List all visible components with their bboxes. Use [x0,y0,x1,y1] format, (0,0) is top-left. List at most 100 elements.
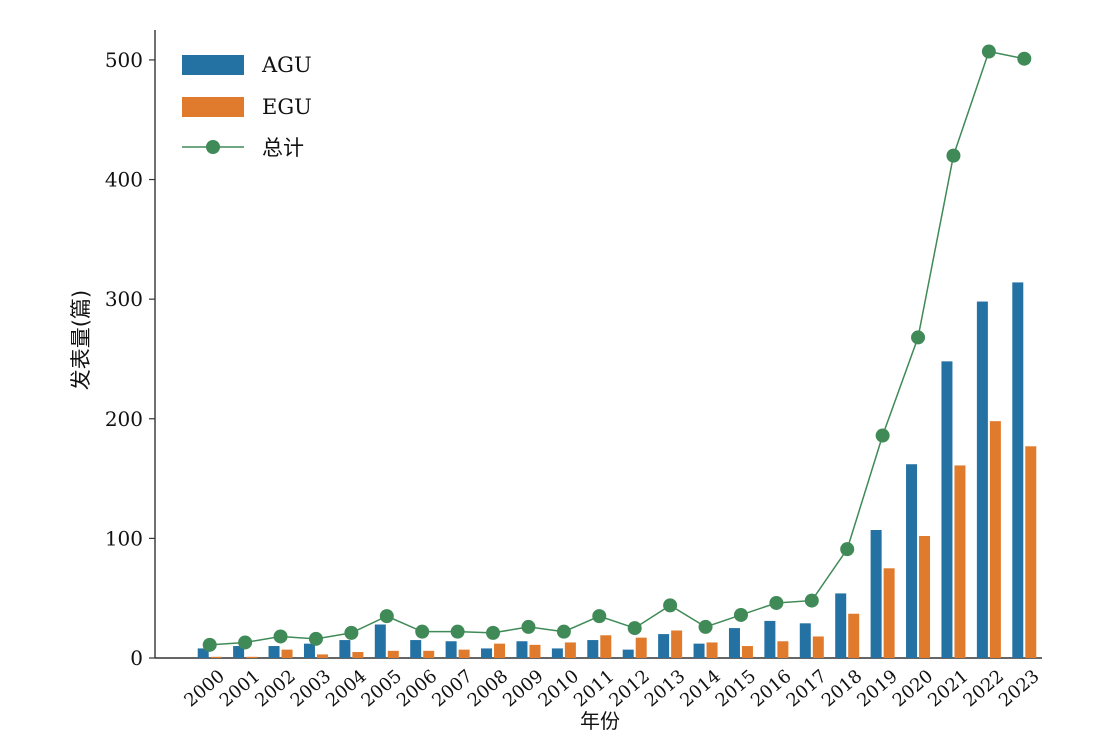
x-tick-label: 2014 [676,666,725,712]
bar-egu [635,637,647,658]
bar-agu [587,640,599,658]
bar-egu [494,643,506,658]
bar-egu [281,649,293,658]
legend-marker-total [206,140,220,154]
y-ticks: 0 100 200 300 400 500 [105,48,155,670]
bar-agu [410,640,422,658]
bar-egu [954,465,966,658]
bar-egu [458,649,470,658]
bar-egu [671,630,683,658]
bar-egu [741,646,753,658]
bar-egu [600,635,612,658]
legend-label-egu: EGU [262,95,312,119]
x-tick-label: 2020 [889,666,938,712]
total-point [627,621,642,636]
total-point [804,593,819,608]
bar-egu [1025,446,1037,658]
bar-egu [387,650,399,658]
x-tick-label: 2008 [464,666,513,712]
total-point [273,629,288,644]
bar-agu [764,620,776,658]
bar-egu [883,568,895,658]
bar-agu [728,628,740,658]
total-line-layer [202,44,1032,652]
y-tick-label: 500 [105,48,143,72]
bar-agu [941,361,953,658]
x-tick-label: 2011 [570,666,619,712]
bar-egu [919,535,931,658]
x-tick-label: 2013 [641,666,690,712]
y-tick-label: 0 [130,646,143,670]
bar-agu [835,593,847,658]
bar-egu [423,650,435,658]
total-point [521,619,536,634]
total-point [592,609,607,624]
total-point [875,428,890,443]
y-tick-label: 300 [105,287,143,311]
y-tick-label: 100 [105,526,143,550]
x-tick-label: 2009 [499,666,548,712]
total-point [556,624,571,639]
bar-agu [374,624,386,658]
x-tick-label: 2000 [180,666,229,712]
bar-agu [516,641,528,658]
total-point [769,595,784,610]
legend: AGU EGU 总计 [182,53,312,160]
x-tick-label: 2005 [357,666,406,712]
bar-agu [693,643,705,658]
bar-egu [316,654,328,658]
x-tick-label: 2022 [959,666,1008,712]
total-point [379,609,394,624]
bar-egu [848,613,860,658]
x-tick-label: 2007 [428,666,477,712]
x-tick-label: 2015 [712,666,761,712]
total-point [238,635,253,650]
x-tick-label: 2006 [393,666,442,712]
total-point [981,44,996,59]
bar-egu [777,641,789,658]
bar-agu [906,464,918,658]
total-point [840,542,855,557]
x-tick-label: 2017 [782,666,831,712]
legend-swatch-egu [182,97,244,117]
bar-agu [976,301,988,658]
total-line [209,50,1025,646]
bar-agu [551,648,563,658]
bar-egu [529,644,541,658]
y-tick-label: 200 [105,407,143,431]
legend-label-agu: AGU [261,53,312,77]
bar-agu [481,648,493,658]
x-tick-label: 2021 [924,666,973,712]
bar-egu [352,652,364,658]
bar-egu [812,636,824,658]
total-point [202,637,217,652]
bar-agu [445,641,457,658]
bar-agu [870,530,882,658]
x-tick-label: 2004 [322,666,371,712]
x-ticks: 2000200120022003200420052006200720082009… [180,666,1043,712]
x-tick-label: 2019 [853,666,902,712]
bar-egu [210,656,222,658]
bar-agu [799,623,811,658]
x-axis-label: 年份 [580,709,620,733]
bar-egu [989,421,1001,658]
total-point [308,631,323,646]
x-tick-label: 2012 [605,666,654,712]
bars [197,282,1037,658]
total-point [911,330,926,345]
total-point [344,625,359,640]
bar-agu [268,646,280,658]
total-point [1017,51,1032,66]
total-point [733,607,748,622]
x-tick-label: 2016 [747,666,796,712]
legend-label-total: 总计 [262,136,304,160]
bar-agu [339,640,351,658]
bar-agu [1012,282,1024,658]
total-point [450,624,465,639]
total-point [663,598,678,613]
total-point [698,619,713,634]
x-tick-label: 2018 [818,666,867,712]
y-axis-label: 发表量(篇) [69,290,93,390]
total-point [486,625,501,640]
